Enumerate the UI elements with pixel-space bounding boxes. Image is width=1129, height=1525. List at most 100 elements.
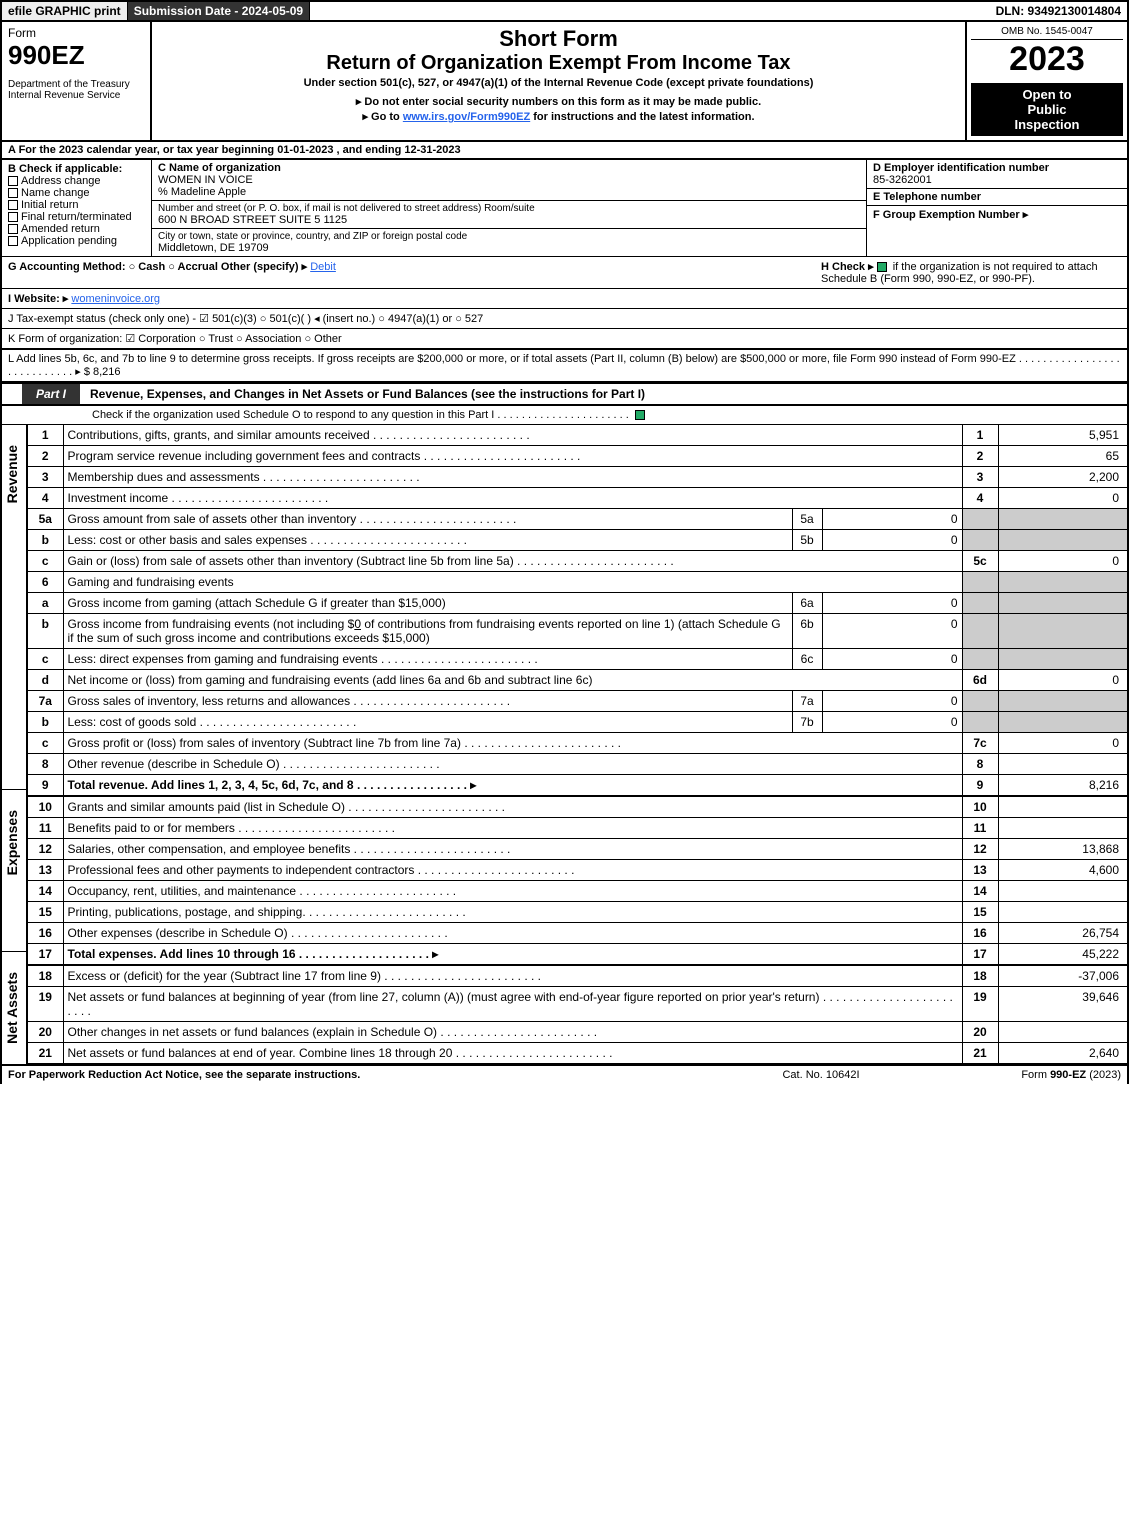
top-bar: efile GRAPHIC print Submission Date - 20… <box>0 0 1129 20</box>
row-1: 1Contributions, gifts, grants, and simil… <box>27 425 1128 446</box>
note-link-post: for instructions and the latest informat… <box>530 111 754 123</box>
form-number: 990EZ <box>8 40 144 71</box>
row-7b: bLess: cost of goods sold7b0 <box>27 712 1128 733</box>
omb-number: OMB No. 1545-0047 <box>971 26 1123 40</box>
department: Department of the Treasury Internal Reve… <box>8 79 144 101</box>
part1-check-text: Check if the organization used Schedule … <box>92 409 629 421</box>
row-20: 20Other changes in net assets or fund ba… <box>27 1022 1128 1043</box>
row-6: 6Gaming and fundraising events <box>27 572 1128 593</box>
subtitle: Under section 501(c), 527, or 4947(a)(1)… <box>160 77 957 89</box>
row-19: 19Net assets or fund balances at beginni… <box>27 987 1128 1022</box>
b-opt-pending-label: Application pending <box>21 235 117 247</box>
badge-line2: Public <box>979 102 1115 117</box>
line-l: L Add lines 5b, 6c, and 7b to line 9 to … <box>0 350 1129 383</box>
b-opt-address-label: Address change <box>21 175 101 187</box>
part1-title: Revenue, Expenses, and Changes in Net As… <box>80 384 1127 404</box>
part1-header: Part I Revenue, Expenses, and Changes in… <box>0 383 1129 406</box>
b-opt-amended[interactable]: Amended return <box>8 223 145 235</box>
row-11: 11Benefits paid to or for members11 <box>27 818 1128 839</box>
b-opt-initial[interactable]: Initial return <box>8 199 145 211</box>
row-13: 13Professional fees and other payments t… <box>27 860 1128 881</box>
row-6c: cLess: direct expenses from gaming and f… <box>27 649 1128 670</box>
row-6d: dNet income or (loss) from gaming and fu… <box>27 670 1128 691</box>
b-opt-name[interactable]: Name change <box>8 187 145 199</box>
row-6b: bGross income from fundraising events (n… <box>27 614 1128 649</box>
street-address: 600 N BROAD STREET SUITE 5 1125 <box>158 214 860 226</box>
b-opt-final-label: Final return/terminated <box>21 211 132 223</box>
ein: 85-3262001 <box>873 174 1121 186</box>
badge-line3: Inspection <box>979 117 1115 132</box>
tax-year: 2023 <box>971 40 1123 79</box>
row-5c: cGain or (loss) from sale of assets othe… <box>27 551 1128 572</box>
b-opt-pending[interactable]: Application pending <box>8 235 145 247</box>
irs-link[interactable]: www.irs.gov/Form990EZ <box>403 111 530 123</box>
part1-table-wrap: Revenue Expenses Net Assets 1Contributio… <box>0 425 1129 1066</box>
l-text: L Add lines 5b, 6c, and 7b to line 9 to … <box>8 353 1120 378</box>
g-label: G Accounting Method: ○ Cash ○ Accrual Ot… <box>8 261 307 273</box>
row-10: 10Grants and similar amounts paid (list … <box>27 796 1128 818</box>
i-label: I Website: ▸ <box>8 293 68 305</box>
b-title: B Check if applicable: <box>8 163 145 175</box>
row-5a: 5aGross amount from sale of assets other… <box>27 509 1128 530</box>
part1-table: 1Contributions, gifts, grants, and simil… <box>26 425 1129 1064</box>
side-expenses: Expenses <box>2 790 22 895</box>
e-label: E Telephone number <box>873 191 1121 203</box>
row-15: 15Printing, publications, postage, and s… <box>27 902 1128 923</box>
g-block: G Accounting Method: ○ Cash ○ Accrual Ot… <box>8 260 821 285</box>
line-a: A For the 2023 calendar year, or tax yea… <box>0 142 1129 160</box>
title-short-form: Short Form <box>160 26 957 52</box>
c-city-label: City or town, state or province, country… <box>158 231 860 242</box>
row-17: 17Total expenses. Add lines 10 through 1… <box>27 944 1128 966</box>
page-footer: For Paperwork Reduction Act Notice, see … <box>0 1066 1129 1084</box>
city-state-zip: Middletown, DE 19709 <box>158 242 860 254</box>
part1-tab: Part I <box>22 384 80 404</box>
b-opt-amended-label: Amended return <box>21 223 100 235</box>
footer-left: For Paperwork Reduction Act Notice, see … <box>8 1069 721 1081</box>
org-name: WOMEN IN VOICE <box>158 174 860 186</box>
f-label: F Group Exemption Number ▸ <box>873 208 1121 221</box>
submission-date: Submission Date - 2024-05-09 <box>128 2 310 20</box>
b-opt-final[interactable]: Final return/terminated <box>8 211 145 223</box>
row-4: 4Investment income40 <box>27 488 1128 509</box>
row-16: 16Other expenses (describe in Schedule O… <box>27 923 1128 944</box>
row-2: 2Program service revenue including gover… <box>27 446 1128 467</box>
row-14: 14Occupancy, rent, utilities, and mainte… <box>27 881 1128 902</box>
c-name-label: C Name of organization <box>158 162 860 174</box>
side-netassets: Net Assets <box>2 952 22 1064</box>
efile-print-button[interactable]: efile GRAPHIC print <box>2 2 128 20</box>
b-opt-initial-label: Initial return <box>21 199 78 211</box>
g-value-link[interactable]: Debit <box>310 261 336 273</box>
col-b: B Check if applicable: Address change Na… <box>2 160 152 256</box>
line-j: J Tax-exempt status (check only one) - ☑… <box>0 309 1129 329</box>
care-of: % Madeline Apple <box>158 186 860 198</box>
side-revenue: Revenue <box>2 425 22 523</box>
open-public-badge: Open to Public Inspection <box>971 83 1123 136</box>
col-de: D Employer identification number 85-3262… <box>867 160 1127 256</box>
dln: DLN: 93492130014804 <box>990 2 1127 20</box>
c-street-label: Number and street (or P. O. box, if mail… <box>158 203 860 214</box>
form-word: Form <box>8 26 144 40</box>
footer-right: Form 990-EZ (2023) <box>921 1069 1121 1081</box>
row-5b: bLess: cost or other basis and sales exp… <box>27 530 1128 551</box>
d-label: D Employer identification number <box>873 162 1121 174</box>
row-6a: aGross income from gaming (attach Schedu… <box>27 593 1128 614</box>
row-8: 8Other revenue (describe in Schedule O)8 <box>27 754 1128 775</box>
part1-check-line: Check if the organization used Schedule … <box>0 406 1129 425</box>
row-9: 9Total revenue. Add lines 1, 2, 3, 4, 5c… <box>27 775 1128 797</box>
website-link[interactable]: womeninvoice.org <box>71 293 160 305</box>
row-7a: 7aGross sales of inventory, less returns… <box>27 691 1128 712</box>
h-block: H Check ▸ if the organization is not req… <box>821 260 1121 285</box>
col-c: C Name of organization WOMEN IN VOICE % … <box>152 160 867 256</box>
h-checkbox[interactable] <box>877 262 887 272</box>
row-7c: cGross profit or (loss) from sales of in… <box>27 733 1128 754</box>
h-text1: H Check ▸ <box>821 261 874 273</box>
b-opt-address[interactable]: Address change <box>8 175 145 187</box>
line-k: K Form of organization: ☑ Corporation ○ … <box>0 329 1129 350</box>
part1-checkbox[interactable] <box>635 410 645 420</box>
badge-line1: Open to <box>979 87 1115 102</box>
row-18: 18Excess or (deficit) for the year (Subt… <box>27 965 1128 987</box>
form-header: Form 990EZ Department of the Treasury In… <box>0 20 1129 142</box>
footer-mid: Cat. No. 10642I <box>721 1069 921 1081</box>
b-opt-name-label: Name change <box>21 187 90 199</box>
l-value: 8,216 <box>93 366 121 378</box>
